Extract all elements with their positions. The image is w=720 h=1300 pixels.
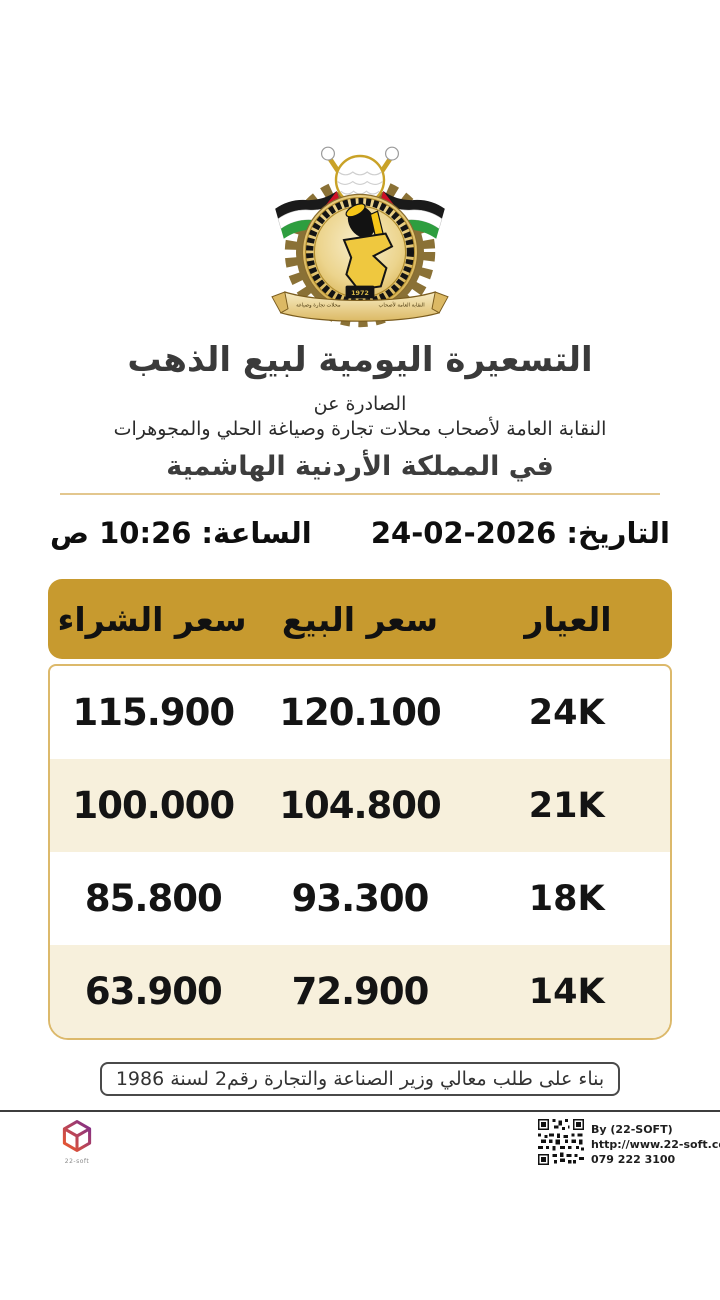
gold-divider [60, 493, 660, 495]
buy-price: 100.000 [72, 784, 236, 827]
header-karat: العيار [524, 599, 612, 639]
note-wrap: بناء على طلب معالي وزير الصناعة والتجارة… [0, 1062, 720, 1096]
jordan-map-icon [342, 232, 394, 291]
header-sell: سعر البيع [281, 599, 439, 639]
header-buy: سعر الشراء [57, 599, 247, 639]
ministry-note: بناء على طلب معالي وزير الصناعة والتجارة… [99, 1062, 621, 1096]
buy-price: 115.900 [72, 691, 236, 734]
issuer-line: النقابة العامة لأصحاب محلات تجارة وصياغة… [113, 418, 607, 440]
footer: 22-soft [0, 1112, 720, 1172]
price-table-header: العيار سعر البيع سعر الشراء [48, 579, 672, 659]
karat-value: 21K [528, 785, 605, 826]
ribbon-text-left: محلات تجارة وصياغة [296, 302, 341, 308]
ribbon-text-right: النقابة العامة لأصحاب [379, 301, 425, 308]
date-group: التاريخ: 24-02-2026 [371, 513, 670, 553]
buy-price: 85.800 [84, 877, 223, 920]
vendor-contact: By (22-SOFT) http://www.22-soft.com 079 … [538, 1119, 720, 1167]
karat-value: 14K [528, 971, 605, 1012]
vendor-logo: 22-soft [55, 1118, 99, 1165]
logo-est-year: 1972 [351, 289, 369, 297]
vendor-text: By (22-SOFT) http://www.22-soft.com 079 … [591, 1119, 720, 1167]
vendor-phone: 079 222 3100 [591, 1153, 676, 1166]
table-row-14k: 14K 72.900 63.900 [50, 945, 670, 1038]
karat-value: 18K [528, 878, 605, 919]
country-line: في المملكة الأردنية الهاشمية [166, 451, 554, 482]
sell-price: 72.900 [291, 970, 430, 1013]
price-table-body: 24K 120.100 115.900 21K 104.800 100.000 … [48, 664, 672, 1040]
time-value: 10:26 ص [50, 516, 192, 550]
datetime-row: التاريخ: 24-02-2026 الساعة: 10:26 ص [0, 513, 720, 553]
sell-price: 93.300 [291, 877, 430, 920]
vendor-url: http://www.22-soft.com [591, 1138, 720, 1151]
vendor-by-line: By (22-SOFT) [591, 1123, 673, 1136]
time-label: الساعة: [201, 516, 312, 550]
syndicate-emblem-icon: 1972 النقابة العامة لأصحاب محلات تجارة و… [271, 146, 449, 328]
price-table: العيار سعر البيع سعر الشراء 24K 120.100 … [48, 579, 672, 1040]
footer-divider [0, 1110, 720, 1112]
time-group: الساعة: 10:26 ص [50, 513, 312, 553]
ribbon-banner-icon: 1972 النقابة العامة لأصحاب محلات تجارة و… [271, 285, 449, 322]
date-value: 24-02-2026 [370, 516, 557, 550]
sell-price: 120.100 [279, 691, 442, 734]
qr-code-icon [538, 1119, 584, 1165]
issued-by-line: الصادرة عن [313, 393, 407, 415]
vendor-logo-caption: 22-soft [64, 1158, 90, 1165]
table-row-18k: 18K 93.300 85.800 [50, 852, 670, 945]
karat-value: 24K [528, 692, 605, 733]
sell-price: 104.800 [279, 784, 442, 827]
cube-logo-icon [62, 1120, 92, 1152]
date-label: التاريخ: [566, 516, 670, 550]
page-title: التسعيرة اليومية لبيع الذهب [127, 340, 593, 380]
table-row-24k: 24K 120.100 115.900 [50, 666, 670, 759]
table-row-21k: 21K 104.800 100.000 [50, 759, 670, 852]
syndicate-logo: 1972 النقابة العامة لأصحاب محلات تجارة و… [245, 132, 475, 332]
buy-price: 63.900 [84, 970, 223, 1013]
